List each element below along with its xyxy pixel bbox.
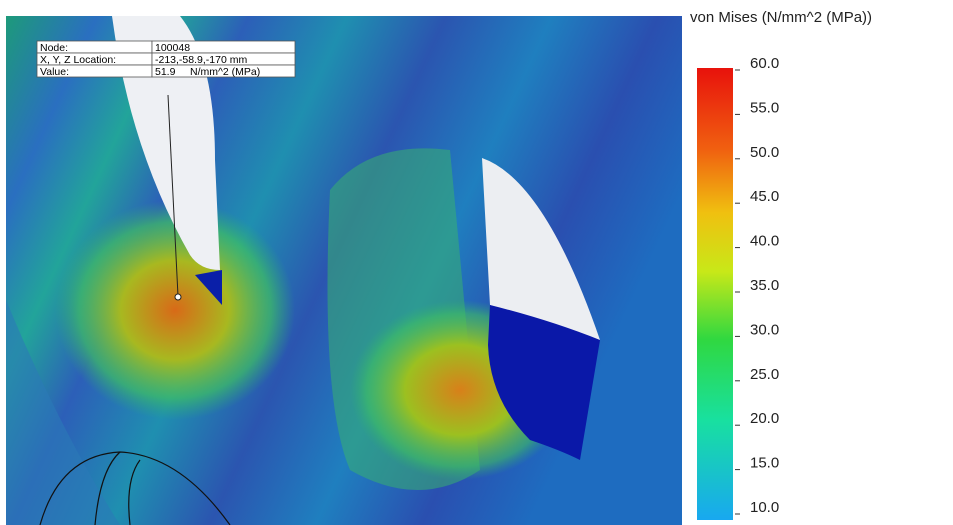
tick-label: 35.0	[750, 277, 779, 294]
tick-label: 20.0	[750, 410, 779, 427]
tick-label: 25.0	[750, 366, 779, 383]
probe-box: Node: 100048 X, Y, Z Location: -213,-58.9,-…	[37, 41, 295, 78]
tick-label: 10.0	[750, 499, 779, 516]
probe-value: 51.9	[155, 66, 176, 78]
legend-title: von Mises (N/mm^2 (MPa))	[690, 9, 872, 26]
legend-ticks: 60.0 55.0 50.0 45.0 40.0 35.0 30.0 25.0 20.0 15.0…	[735, 55, 779, 516]
probe-value: -213,-58.9,-170 mm	[155, 54, 247, 66]
tick-label: 60.0	[750, 55, 779, 72]
probe-value: 100048	[155, 42, 190, 54]
tick-label: 50.0	[750, 144, 779, 161]
probe-value: N/mm^2 (MPa)	[190, 66, 260, 78]
color-bar	[697, 68, 733, 520]
tick-label: 30.0	[750, 321, 779, 338]
tick-label: 45.0	[750, 188, 779, 205]
tick-label: 15.0	[750, 455, 779, 472]
tick-label: 40.0	[750, 233, 779, 250]
screen: Node: 100048 X, Y, Z Location: -213,-58.9,-…	[0, 0, 953, 525]
probe-label: X, Y, Z Location:	[40, 54, 116, 66]
tick-label: 55.0	[750, 99, 779, 116]
probe-label: Node:	[40, 42, 68, 54]
probe-point	[175, 294, 181, 300]
probe-label: Value:	[40, 66, 69, 78]
